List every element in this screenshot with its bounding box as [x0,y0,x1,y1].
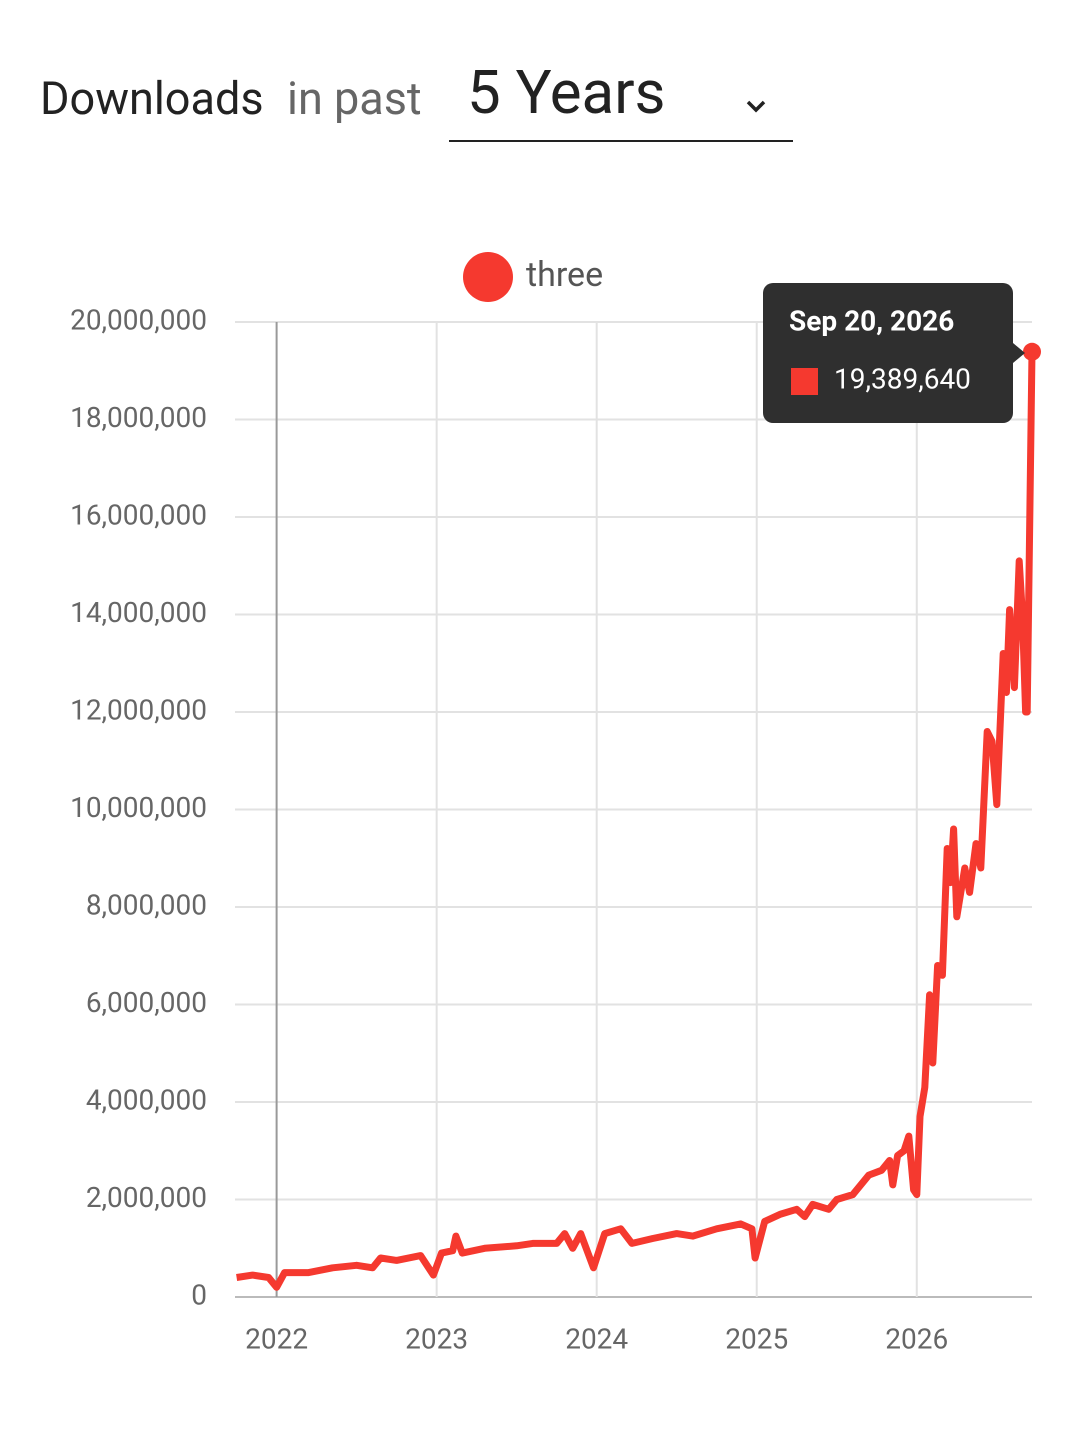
y-tick-label: 12,000,000 [70,693,207,726]
tooltip-date: Sep 20, 2026 [789,304,954,337]
y-tick-label: 16,000,000 [70,498,207,531]
y-tick-label: 2,000,000 [86,1181,207,1214]
legend-dot [463,252,513,302]
y-tick-label: 0 [191,1278,207,1311]
x-tick-label: 2026 [885,1322,948,1355]
y-tick-label: 14,000,000 [70,596,207,629]
x-tick-label: 2025 [725,1322,788,1355]
header-label: Downloads [40,72,264,125]
y-tick-label: 10,000,000 [70,791,207,824]
range-dropdown[interactable]: 5 Years [449,57,793,142]
y-tick-label: 20,000,000 [70,303,207,336]
y-tick-label: 6,000,000 [86,986,207,1019]
series-line [236,351,1036,1291]
range-select[interactable]: 5 Years [467,57,666,128]
x-tick-label: 2024 [565,1322,628,1355]
tooltip-box [763,283,1013,423]
chevron [746,100,766,113]
tooltip-value: 19,389,640 [834,362,971,395]
header-suffix: in past [287,72,422,125]
tooltip-arrow [1013,343,1025,363]
legend-label: three [526,255,603,295]
y-tick-label: 4,000,000 [86,1083,207,1116]
tooltip-swatch [791,368,818,395]
tooltip: Sep 20, 2026 19,389,640 [763,283,1025,423]
y-tick-label: 18,000,000 [70,401,207,434]
x-tick-label: 2022 [245,1322,308,1355]
x-tick-label: 2023 [405,1322,468,1355]
hover-point [1023,342,1041,361]
y-tick-label: 8,000,000 [86,888,207,921]
